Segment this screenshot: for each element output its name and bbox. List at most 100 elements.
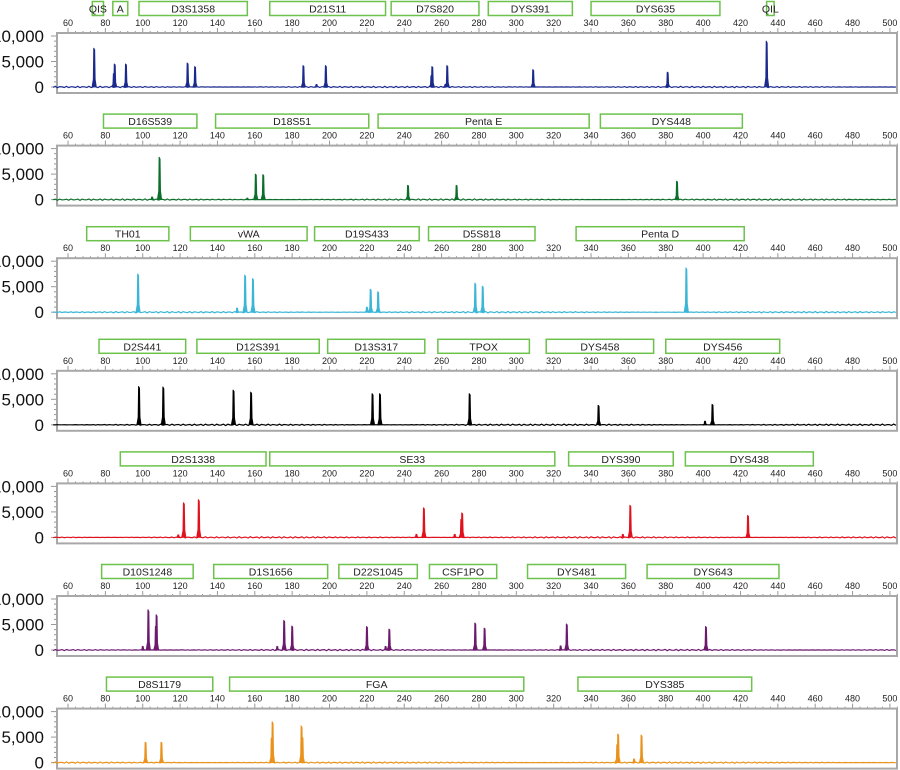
marker-box [390, 0, 480, 17]
peak [123, 63, 129, 88]
x-tick-label: 200 [322, 694, 337, 704]
x-tick-label: 200 [322, 356, 337, 366]
marker-label: DYS456 [703, 341, 742, 353]
peak [467, 393, 473, 425]
x-tick-label: 320 [546, 356, 561, 366]
panel-2: D16S539 D18S51 Penta E DYS448 60 80 100 120 140 1… [0, 113, 898, 210]
x-tick-label: 100 [135, 18, 150, 28]
x-tick-label: 120 [173, 468, 188, 478]
marker-label: CSF1PO [442, 567, 484, 579]
x-tick-label: 100 [135, 356, 150, 366]
marker-label: QIL [762, 4, 779, 16]
y-tick-label: 5,000 [1, 616, 44, 635]
peak [444, 65, 450, 88]
marker-box [105, 676, 214, 692]
baseline-trace [52, 536, 897, 539]
x-tick-label: 500 [882, 468, 897, 478]
x-tick-label: 360 [621, 18, 636, 28]
x-tick-label: 120 [173, 18, 188, 28]
baseline-trace [52, 198, 896, 201]
marker-box [85, 225, 170, 242]
peak [145, 609, 151, 651]
y-tick-label: 0 [35, 191, 44, 210]
x-tick-label: 420 [733, 356, 748, 366]
peak [242, 274, 248, 313]
x-tick-label: 440 [770, 468, 785, 478]
x-tick-label: 260 [434, 131, 449, 141]
x-tick-label: 160 [247, 243, 262, 253]
x-tick-label: 280 [471, 581, 486, 591]
peak [530, 69, 536, 88]
marker-box [313, 225, 420, 242]
x-tick-label: 200 [322, 18, 337, 28]
x-tick-label: 240 [397, 581, 412, 591]
marker-label: D19S433 [345, 229, 389, 241]
panel-6: D10S1248 D1S1656 D22S1045 CSF1PO DYS481 DYS64… [0, 563, 898, 660]
marker-box [212, 563, 329, 580]
peak [260, 174, 266, 200]
x-tick-label: 460 [808, 468, 823, 478]
peak [153, 614, 160, 651]
peak [452, 533, 457, 538]
x-tick-label: 480 [845, 694, 860, 704]
x-tick-label: 180 [285, 468, 300, 478]
x-tick-label: 100 [135, 243, 150, 253]
y-tick-label: 0 [35, 303, 44, 322]
x-tick-label: 180 [285, 694, 300, 704]
x-tick-label: 60 [63, 581, 73, 591]
x-tick-label: 80 [100, 18, 110, 28]
x-tick-label: 180 [285, 18, 300, 28]
x-tick-label: 460 [808, 356, 823, 366]
x-tick-label: 280 [471, 18, 486, 28]
peak [248, 391, 254, 425]
x-tick-label: 260 [434, 581, 449, 591]
marker-label: DYS481 [557, 567, 596, 579]
x-tick-label: 300 [509, 694, 524, 704]
x-tick-label: 480 [845, 131, 860, 141]
peak [482, 627, 488, 651]
marker-label: SE33 [399, 454, 425, 466]
x-tick-label: 320 [546, 468, 561, 478]
peak [91, 47, 97, 88]
peak [274, 645, 280, 651]
marker-label: vWA [238, 229, 260, 241]
y-tick-label: 5,000 [1, 390, 44, 409]
x-tick-label: 320 [546, 694, 561, 704]
x-tick-label: 180 [285, 356, 300, 366]
marker-label: D1S1656 [249, 567, 293, 579]
marker-box [427, 225, 536, 242]
peak [414, 533, 419, 538]
baseline-trace [53, 423, 897, 427]
x-tick-label: 240 [397, 468, 412, 478]
marker-label: D16S539 [128, 116, 172, 128]
x-tick-label: 400 [696, 468, 711, 478]
peak [421, 507, 427, 538]
panel-5: D2S1338 SE33 DYS390 DYS438 60 80 100 120 140 160 1… [0, 451, 898, 547]
x-tick-label: 140 [210, 18, 225, 28]
y-tick-label: 10,000 [0, 590, 44, 609]
y-tick-label: 0 [35, 754, 44, 770]
marker-box [575, 225, 745, 242]
marker-label: DYS438 [730, 454, 769, 466]
marker-box [100, 563, 194, 580]
peak [364, 626, 370, 651]
x-tick-label: 320 [546, 581, 561, 591]
plot-area [56, 595, 898, 657]
peak [112, 63, 118, 88]
peak [595, 404, 602, 425]
plot-area [56, 144, 898, 207]
x-tick-label: 220 [359, 18, 374, 28]
plot-area [56, 369, 898, 432]
marker-box [326, 338, 426, 355]
peak [289, 625, 295, 651]
marker-label: D7S820 [416, 4, 454, 16]
marker-box [665, 338, 781, 355]
panel-1: QIS A D3S1358 D21S11 D7S820 DYS391 DYS635 QIL 60… [0, 0, 898, 97]
x-tick-label: 80 [100, 356, 110, 366]
peak [196, 499, 202, 538]
x-tick-label: 180 [285, 581, 300, 591]
peak [674, 180, 680, 200]
peak [253, 173, 259, 200]
marker-label: D13S317 [354, 341, 398, 353]
